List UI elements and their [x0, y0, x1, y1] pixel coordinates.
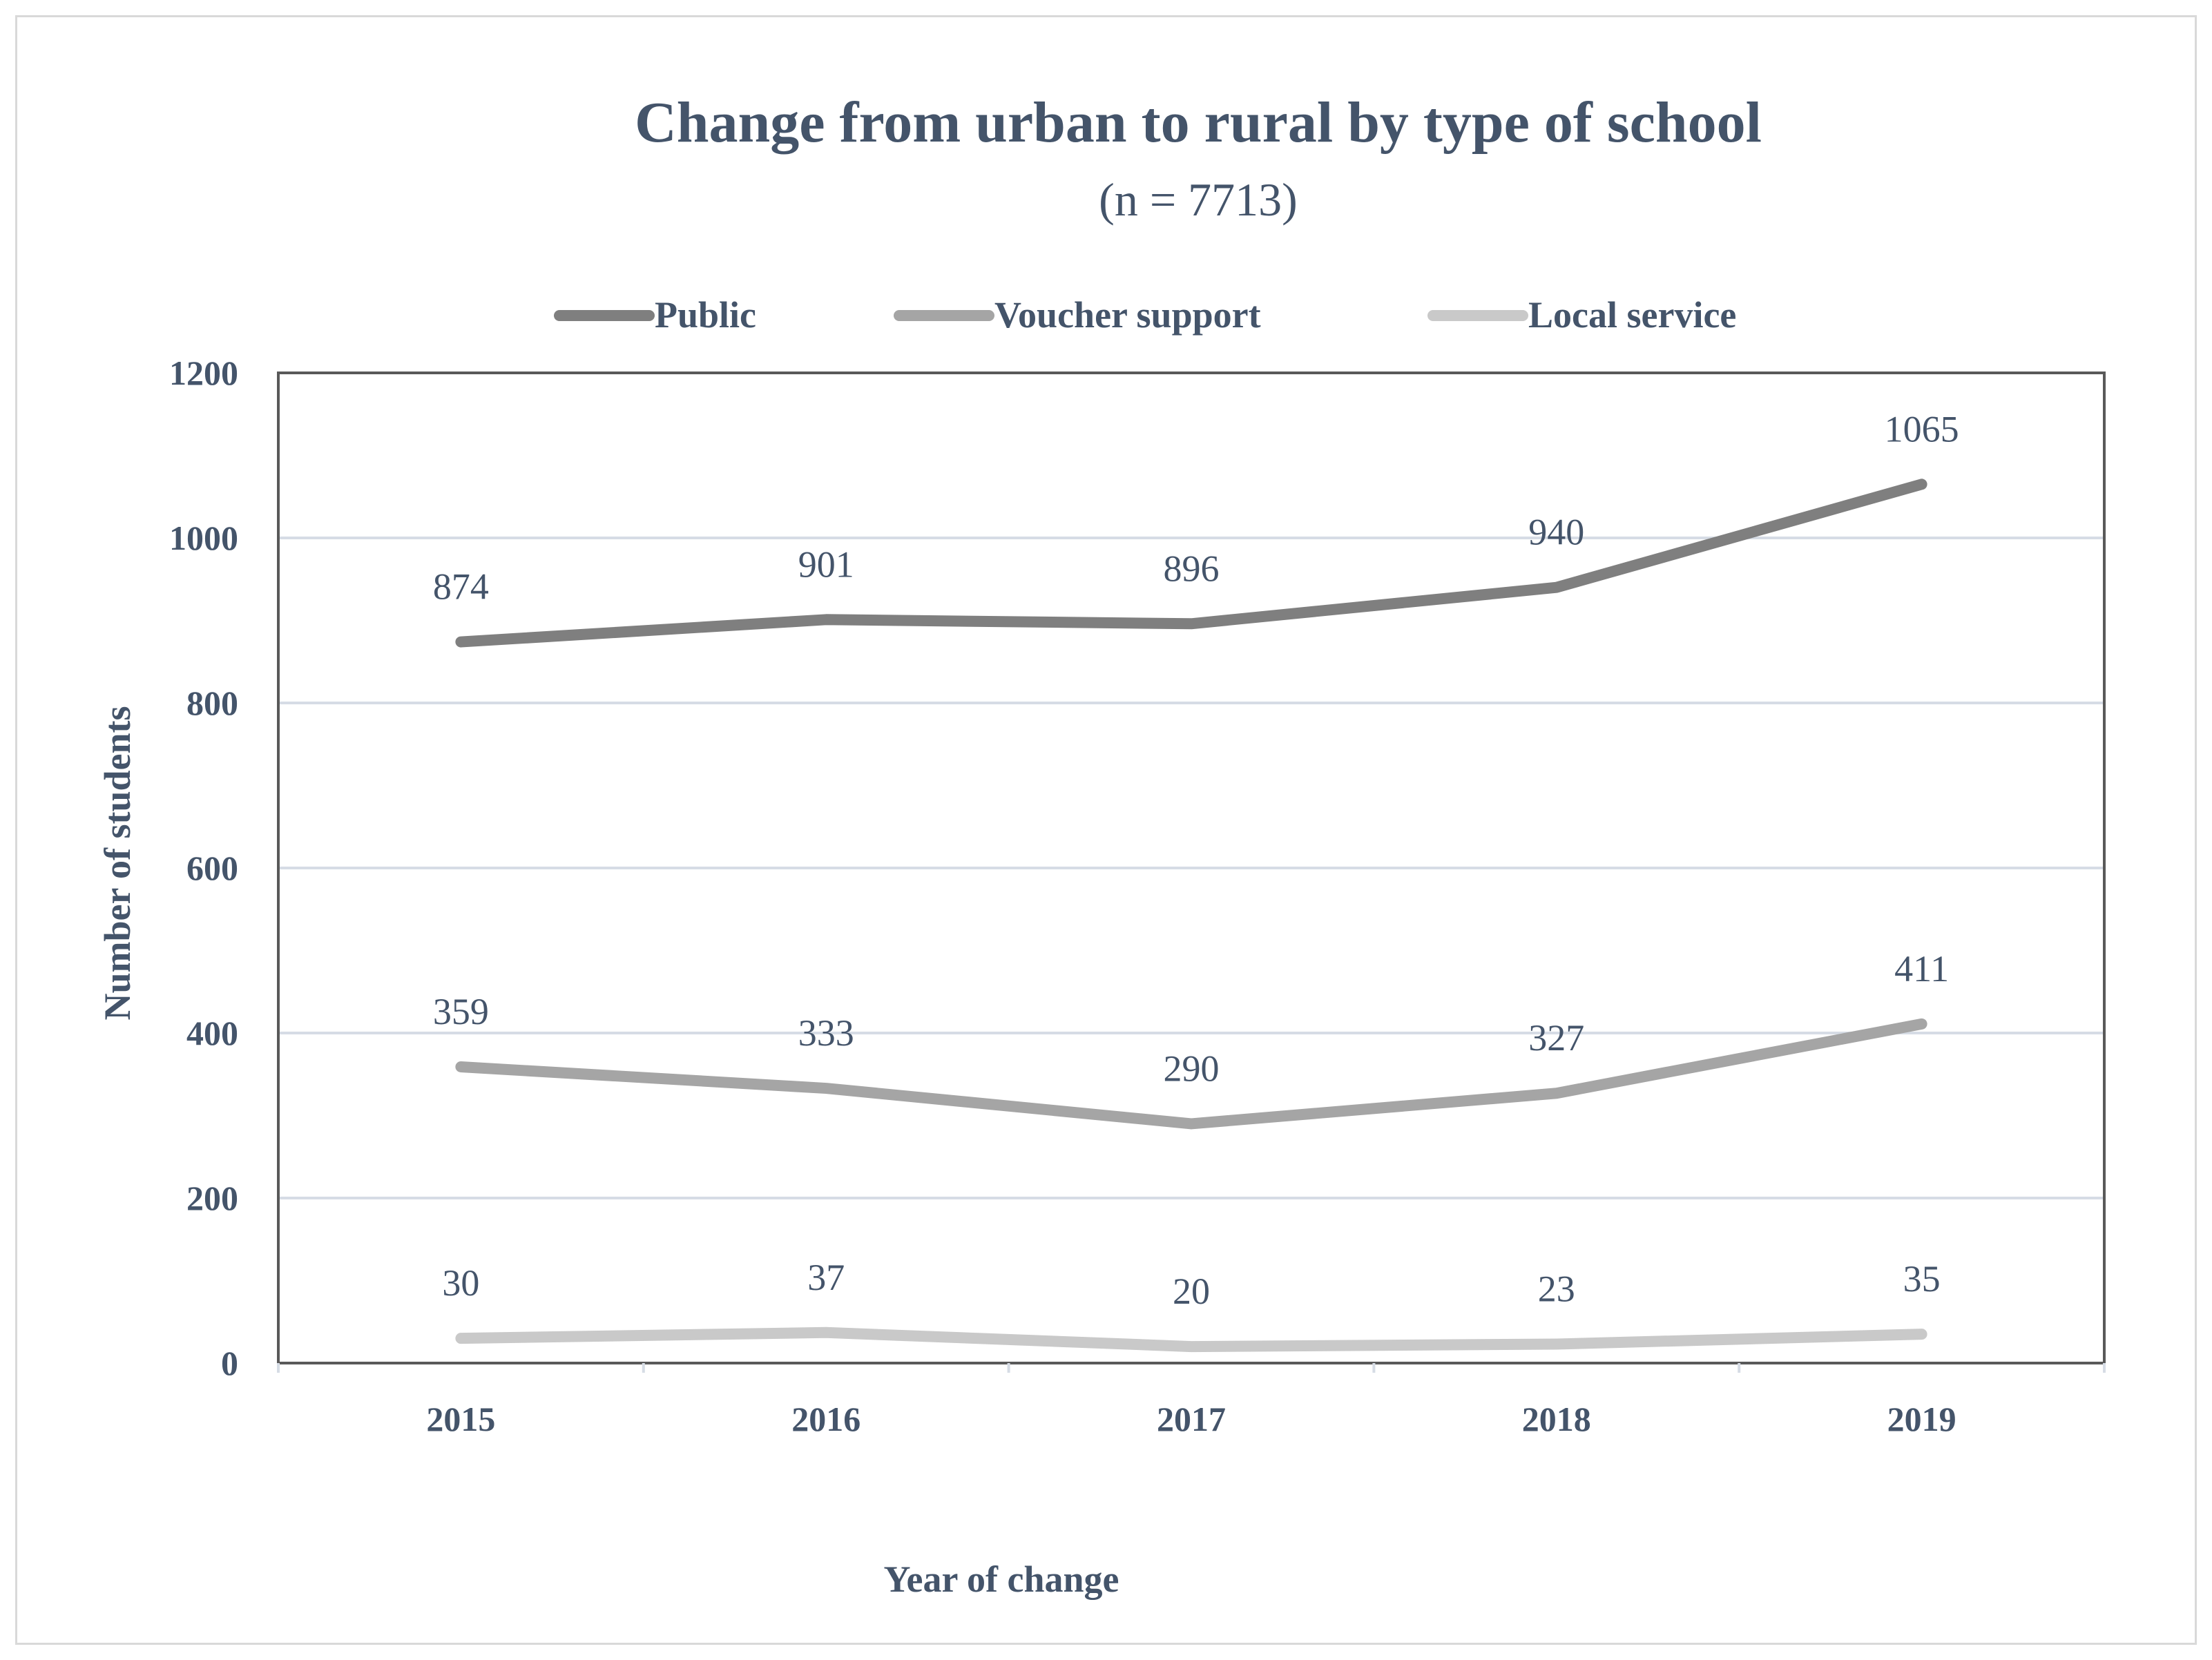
x-axis-title: Year of change [884, 1558, 1119, 1600]
data-label: 35 [1903, 1258, 1941, 1300]
y-axis-title: Number of students [97, 706, 138, 1020]
data-labels: 874 901 896 940 1065 359 333 290 327 411 30 37 20 23 3… [433, 408, 1959, 1312]
legend-label: Local service [1528, 294, 1736, 336]
y-tick-label: 200 [186, 1179, 238, 1217]
data-label: 37 [807, 1257, 845, 1298]
chart-frame [15, 15, 2197, 1645]
chart-title: Change from urban to rural by type of sc… [635, 90, 1762, 155]
data-label: 411 [1894, 948, 1949, 990]
legend: Public Voucher support Local service [554, 294, 1736, 336]
x-tick-label: 2015 [426, 1400, 495, 1438]
plot-border [277, 371, 2106, 1364]
data-label: 1065 [1885, 408, 1959, 450]
x-axis-ticks: 2015 2016 2017 2018 2019 [426, 1400, 1956, 1438]
y-tick-label: 1000 [169, 519, 238, 557]
data-label: 290 [1164, 1048, 1220, 1089]
data-label: 20 [1173, 1271, 1210, 1312]
x-tick-label: 2016 [791, 1400, 860, 1438]
y-tick-label: 600 [186, 849, 238, 887]
legend-label: Voucher support [994, 294, 1261, 336]
legend-label: Public [655, 294, 756, 336]
data-label: 327 [1528, 1017, 1584, 1059]
data-label: 896 [1164, 548, 1220, 589]
data-label: 23 [1538, 1268, 1575, 1310]
data-label: 874 [433, 566, 489, 608]
data-label: 940 [1528, 512, 1584, 553]
y-tick-label: 0 [221, 1344, 238, 1382]
y-axis-ticks: 0 200 400 600 800 1000 1200 [169, 354, 238, 1382]
series-line-local-service [455, 1326, 1927, 1353]
data-label: 333 [798, 1012, 854, 1054]
data-label: 901 [798, 543, 854, 585]
x-tick-label: 2019 [1887, 1400, 1956, 1438]
x-tick-label: 2018 [1522, 1400, 1591, 1438]
y-tick-label: 800 [186, 684, 238, 722]
y-tick-label: 400 [186, 1014, 238, 1052]
axes [277, 371, 2106, 1373]
series-lines [455, 479, 1927, 1353]
y-tick-label: 1200 [169, 354, 238, 392]
x-tick-label: 2017 [1157, 1400, 1226, 1438]
chart-subtitle: (n = 7713) [1099, 173, 1298, 226]
data-label: 359 [433, 991, 489, 1032]
data-label: 30 [442, 1262, 479, 1304]
